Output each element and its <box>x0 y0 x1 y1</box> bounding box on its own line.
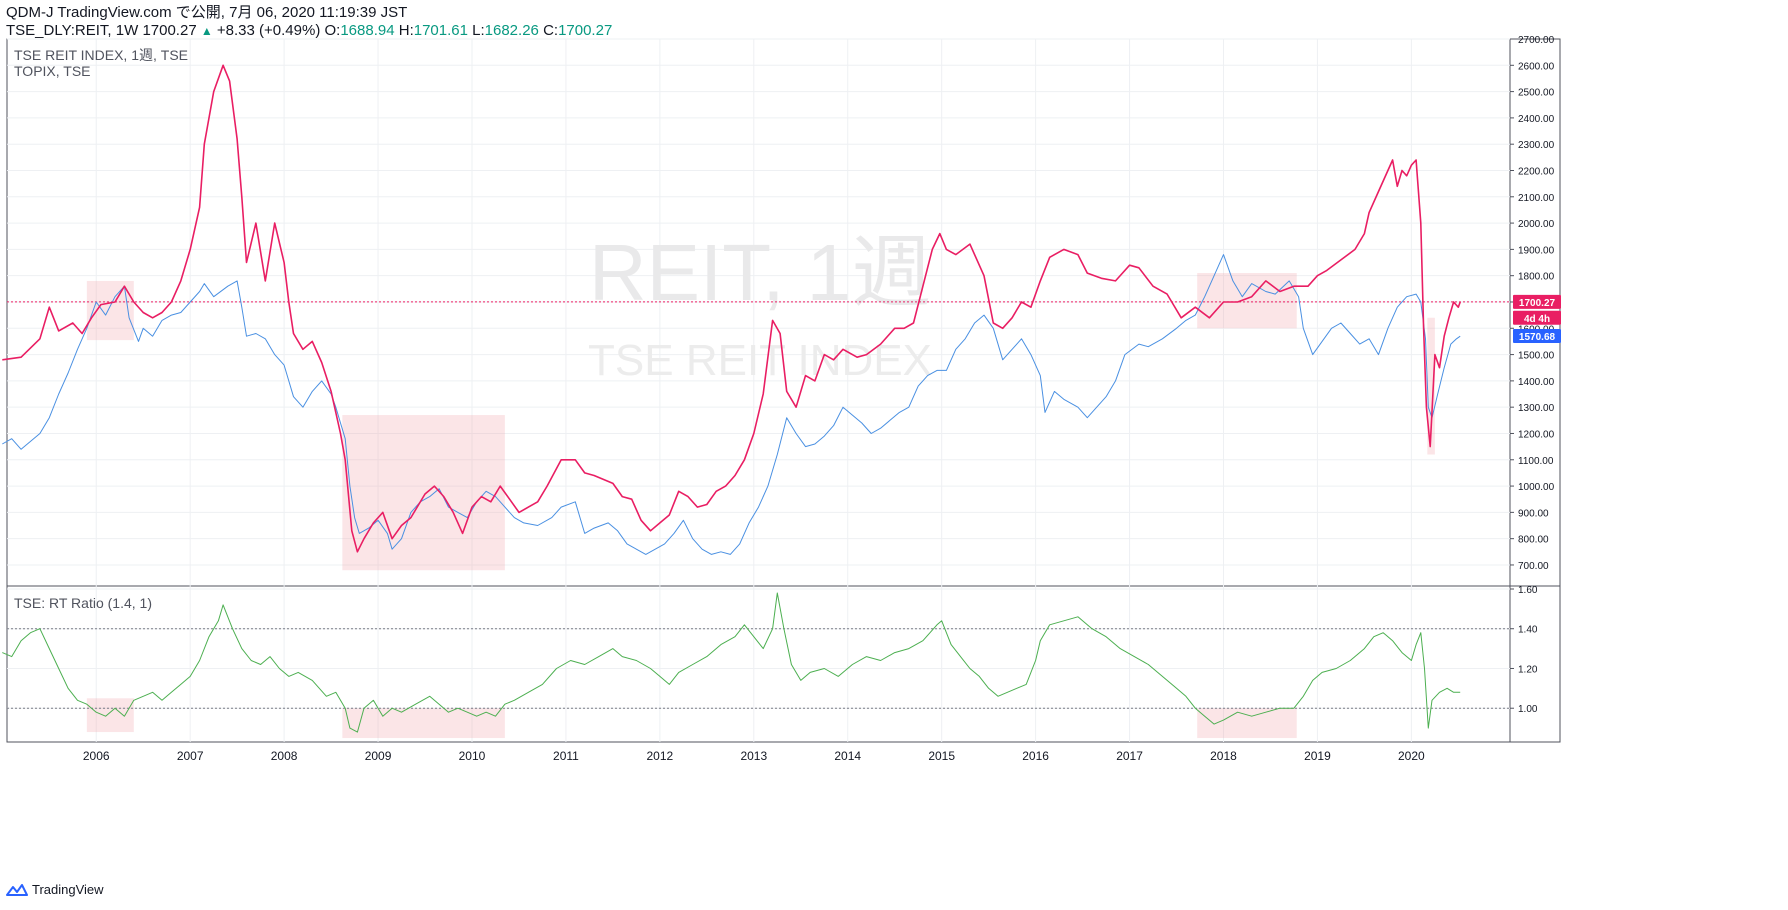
high-value: 1701.61 <box>413 22 468 39</box>
x-tick-label: 2006 <box>83 749 110 763</box>
y-tick-label: 1000.00 <box>1518 482 1555 493</box>
ratio-y-tick-label: 1.60 <box>1518 585 1538 596</box>
y-tick-label: 2600.00 <box>1518 61 1555 72</box>
y-tick-label: 1100.00 <box>1518 456 1554 467</box>
y-tick-label: 700.00 <box>1518 561 1549 572</box>
watermark-symbol: REIT, 1週 <box>589 228 931 317</box>
y-tick-label: 900.00 <box>1518 508 1549 519</box>
x-tick-label: 2010 <box>459 749 486 763</box>
y-tick-label: 2100.00 <box>1518 193 1555 204</box>
y-tick-label: 800.00 <box>1518 535 1549 546</box>
x-tick-label: 2008 <box>271 749 298 763</box>
highlight-box <box>342 415 505 571</box>
y-tick-label: 1400.00 <box>1518 377 1555 388</box>
price-label-box <box>1513 328 1561 343</box>
y-tick-label: 2500.00 <box>1518 88 1555 99</box>
x-tick-label: 2012 <box>647 749 674 763</box>
y-tick-label: 1800.00 <box>1518 272 1555 283</box>
open-label: O: <box>324 22 341 39</box>
ratio-highlight-box <box>86 698 134 733</box>
y-tick-label: 1900.00 <box>1518 245 1555 256</box>
last-price: 1700.27 <box>142 22 197 39</box>
price-label-text: 4d 4h <box>1524 314 1550 325</box>
price-label-box <box>1513 294 1561 309</box>
y-tick-label: 2300.00 <box>1518 140 1555 151</box>
topix-line <box>2 254 1461 555</box>
price-label-box <box>1513 310 1561 325</box>
price-change: +8.33 (+0.49%) <box>216 22 321 39</box>
x-tick-label: 2013 <box>740 749 767 763</box>
rt-ratio-line <box>2 592 1461 733</box>
y-tick-label: 1200.00 <box>1518 429 1555 440</box>
footer-brand[interactable]: TradingView <box>6 882 104 897</box>
x-tick-label: 2009 <box>365 749 392 763</box>
ratio-highlight-box <box>342 708 505 739</box>
x-tick-label: 2020 <box>1398 749 1425 763</box>
x-tick-label: 2019 <box>1304 749 1331 763</box>
x-tick-label: 2017 <box>1116 749 1143 763</box>
symbol-name[interactable]: TSE_DLY:REIT, 1W <box>6 22 139 39</box>
x-tick-label: 2014 <box>834 749 861 763</box>
y-tick-label: 1500.00 <box>1518 351 1555 362</box>
tradingview-logo-icon <box>6 883 28 896</box>
ratio-highlight-box <box>1197 708 1297 739</box>
legend-entry: TOPIX, TSE <box>14 63 91 79</box>
y-tick-label: 2200.00 <box>1518 166 1555 177</box>
low-label: L: <box>472 22 485 39</box>
ratio-legend-entry: TSE: RT Ratio (1.4, 1) <box>14 595 152 611</box>
high-label: H: <box>398 22 414 39</box>
up-arrow-icon: ▲ <box>200 24 213 38</box>
y-tick-label: 1300.00 <box>1518 403 1555 414</box>
x-tick-label: 2011 <box>553 749 579 763</box>
y-tick-label: 2000.00 <box>1518 219 1555 230</box>
close-label: C: <box>543 22 559 39</box>
ratio-y-tick-label: 1.20 <box>1518 664 1538 675</box>
highlight-box <box>1427 317 1435 455</box>
symbol-ohlc-line: TSE_DLY:REIT, 1W 1700.27 ▲ +8.33 (+0.49%… <box>6 22 612 40</box>
y-tick-label: 2700.00 <box>1518 35 1555 46</box>
reit-index-line <box>2 64 1461 553</box>
y-tick-label: 2400.00 <box>1518 114 1555 125</box>
ratio-y-tick-label: 1.40 <box>1518 625 1538 636</box>
price-label-text: 1570.68 <box>1519 332 1556 343</box>
x-tick-label: 2007 <box>177 749 204 763</box>
legend-entry: TSE REIT INDEX, 1週, TSE <box>14 47 188 63</box>
x-tick-label: 2018 <box>1210 749 1237 763</box>
publish-header: QDM-J TradingView.com で公開, 7月 06, 2020 1… <box>6 4 408 21</box>
open-value: 1688.94 <box>340 22 395 39</box>
ratio-y-tick-label: 1.00 <box>1518 704 1538 715</box>
x-tick-label: 2015 <box>928 749 955 763</box>
highlight-box <box>1197 273 1297 329</box>
close-value: 1700.27 <box>558 22 613 39</box>
footer-brand-label: TradingView <box>32 882 104 897</box>
watermark-description: TSE REIT INDEX <box>588 336 932 385</box>
low-value: 1682.26 <box>484 22 539 39</box>
highlight-box <box>86 280 134 341</box>
price-label-text: 1700.27 <box>1519 298 1556 309</box>
x-tick-label: 2016 <box>1022 749 1049 763</box>
